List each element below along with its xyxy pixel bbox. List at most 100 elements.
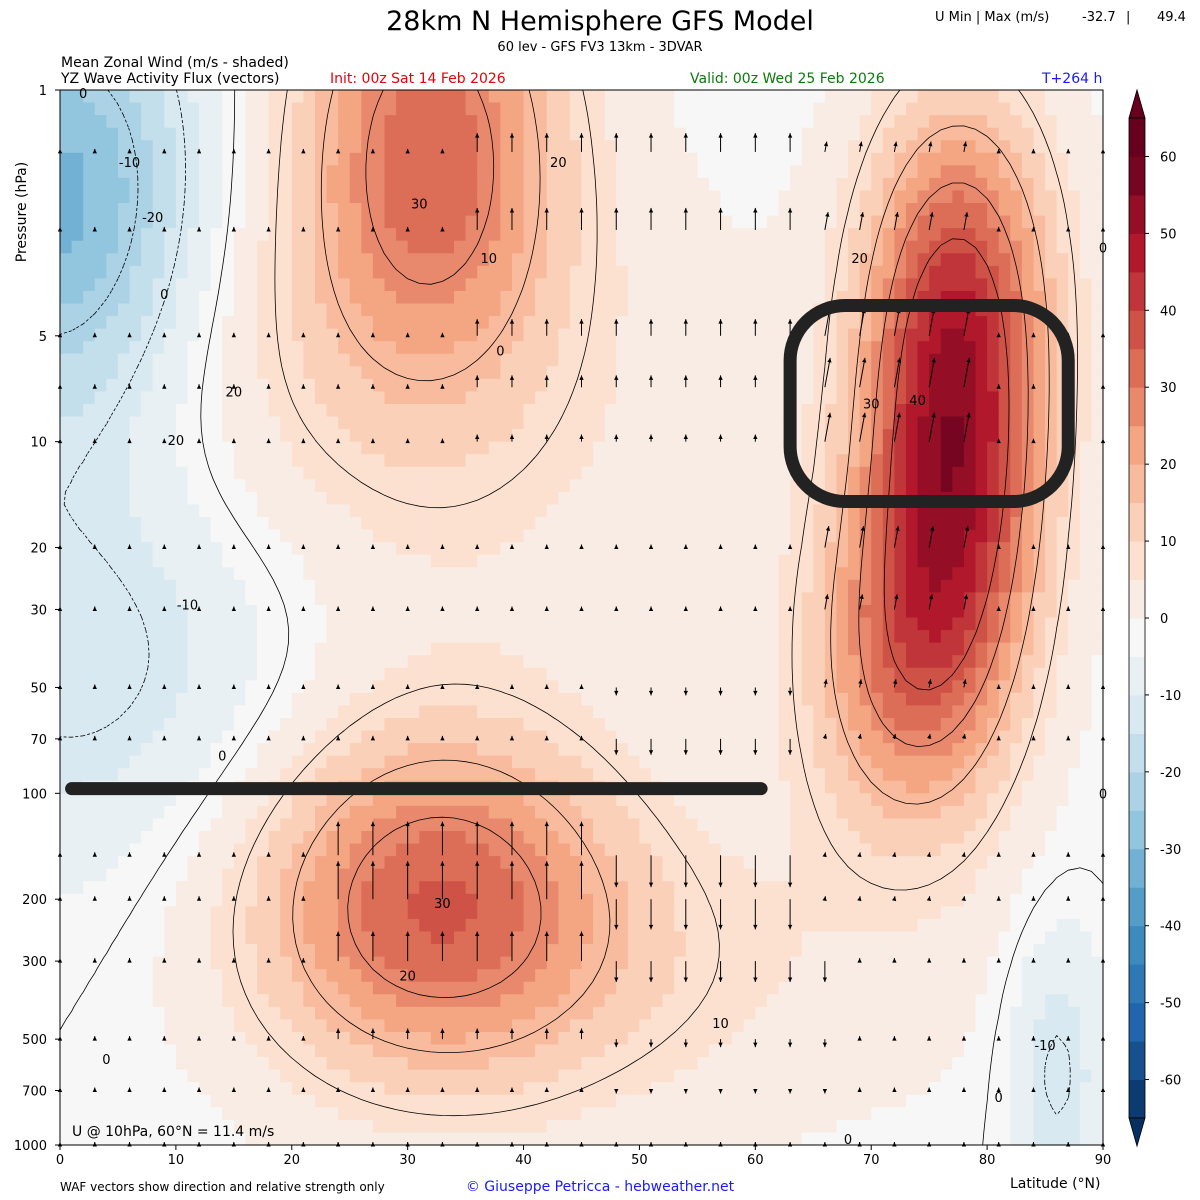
field-cell xyxy=(674,416,687,430)
field-cell xyxy=(801,768,814,782)
field-cell xyxy=(71,755,84,769)
field-cell xyxy=(558,215,571,229)
field-cell xyxy=(1056,667,1069,681)
field-cell xyxy=(755,429,768,443)
field-cell xyxy=(419,554,432,568)
field-cell xyxy=(303,717,316,732)
field-cell xyxy=(407,378,420,393)
field-cell xyxy=(291,215,304,229)
field-cell xyxy=(836,140,849,154)
field-cell xyxy=(1021,755,1035,769)
field-cell xyxy=(314,717,328,732)
field-cell xyxy=(488,366,501,380)
field-cell xyxy=(511,743,525,757)
field-cell xyxy=(975,341,988,355)
field-cell xyxy=(187,617,200,631)
field-cell xyxy=(604,429,617,443)
field-cell xyxy=(558,316,571,330)
field-cell xyxy=(1033,378,1046,393)
field-cell xyxy=(813,140,826,154)
field-cell xyxy=(396,328,409,342)
field-cell xyxy=(71,567,84,581)
field-cell xyxy=(396,115,409,129)
field-cell xyxy=(338,705,351,719)
field-cell xyxy=(929,215,942,229)
field-cell xyxy=(651,692,664,707)
field-cell xyxy=(720,278,733,292)
field-cell xyxy=(106,517,119,531)
field-cell xyxy=(975,165,988,179)
field-cell xyxy=(766,140,780,154)
field-cell xyxy=(558,416,571,430)
field-cell xyxy=(338,529,351,543)
field-cell xyxy=(419,278,432,292)
field-cell xyxy=(83,115,96,129)
field-cell xyxy=(1068,705,1081,719)
field-cell xyxy=(419,253,432,267)
field-cell xyxy=(604,604,617,619)
field-cell xyxy=(836,517,849,531)
field-cell xyxy=(477,554,490,568)
field-cell xyxy=(998,717,1011,732)
field-cell xyxy=(685,504,698,518)
field-cell xyxy=(129,190,142,204)
field-cell xyxy=(233,341,247,355)
field-cell xyxy=(998,479,1011,493)
field-cell xyxy=(141,680,154,694)
field-cell xyxy=(222,228,235,242)
field-cell xyxy=(488,441,501,455)
field-cell xyxy=(222,730,235,744)
field-cell xyxy=(361,768,374,782)
field-cell xyxy=(674,592,687,606)
field-cell xyxy=(871,655,884,669)
field-cell xyxy=(106,240,119,254)
field-cell xyxy=(581,265,594,279)
field-cell xyxy=(766,579,780,593)
field-cell xyxy=(222,265,235,279)
field-cell xyxy=(338,341,351,355)
field-cell xyxy=(60,604,73,619)
field-cell xyxy=(477,165,490,179)
field-cell xyxy=(106,115,119,129)
field-cell xyxy=(314,102,328,116)
field-cell xyxy=(697,341,710,355)
field-cell xyxy=(268,743,281,757)
field-cell xyxy=(477,253,490,267)
field-cell xyxy=(604,554,617,568)
field-cell xyxy=(708,177,722,192)
field-cell xyxy=(326,554,339,568)
field-cell xyxy=(848,165,861,179)
field-cell xyxy=(129,290,142,305)
field-cell xyxy=(871,353,884,367)
field-cell xyxy=(129,253,142,267)
field-cell xyxy=(280,290,293,305)
field-cell xyxy=(708,717,722,732)
field-cell xyxy=(917,177,930,192)
field-cell xyxy=(199,90,212,104)
field-cell xyxy=(303,140,316,154)
field-cell xyxy=(720,366,733,380)
field-cell xyxy=(894,604,907,619)
footer-credit[interactable]: © Giuseppe Petricca - hebweather.net xyxy=(465,1179,735,1195)
field-cell xyxy=(639,680,652,694)
field-cell xyxy=(430,341,444,355)
field-cell xyxy=(199,127,212,141)
field-cell xyxy=(882,542,895,556)
field-cell xyxy=(674,504,687,518)
field-cell xyxy=(708,454,722,468)
field-cell xyxy=(349,717,362,732)
field-cell xyxy=(558,328,571,342)
field-cell xyxy=(848,529,861,543)
field-cell xyxy=(338,328,351,342)
field-cell xyxy=(639,454,652,468)
field-cell xyxy=(268,127,281,141)
field-cell xyxy=(593,391,606,405)
field-cell xyxy=(465,102,478,116)
field-cell xyxy=(824,429,838,443)
field-cell xyxy=(905,630,919,644)
field-cell xyxy=(836,604,849,619)
field-cell xyxy=(222,366,235,380)
field-cell xyxy=(975,240,988,254)
field-cell xyxy=(882,554,895,568)
field-cell xyxy=(998,579,1011,593)
